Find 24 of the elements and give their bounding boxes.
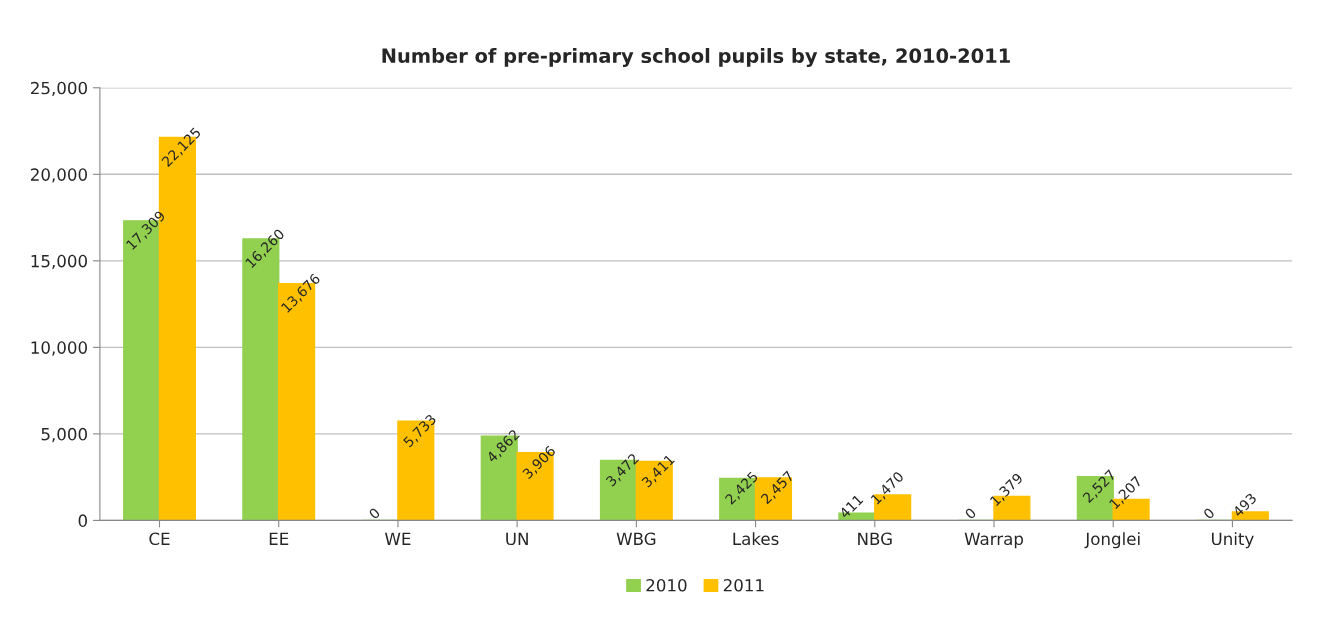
data-label: 493 (1232, 492, 1257, 518)
x-tick-label: Warrap (964, 532, 1024, 549)
x-tick-label: WBG (616, 532, 656, 546)
y-tick-label: 25,000 (31, 81, 87, 97)
y-tick-label: 20,000 (31, 168, 87, 183)
y-tick-label: 0 (78, 514, 87, 527)
x-tick-label: NBG (858, 532, 892, 546)
x-tick-label: WE (384, 532, 411, 545)
data-label: 411 (838, 494, 864, 519)
x-tick-label: UN (506, 532, 528, 546)
x-tick-label: Unity (1211, 532, 1254, 549)
data-label: 0 (368, 507, 381, 520)
x-tick-label: Lakes (733, 532, 779, 546)
chart-title: Number of pre-primary school pupils by state, 2010-2011 (382, 48, 1010, 67)
data-label: 0 (1202, 507, 1216, 520)
x-tick-label: CE (149, 532, 170, 546)
x-tick-label: EE (269, 532, 289, 545)
legend-label: 2011 (723, 578, 764, 592)
data-label: 0 (964, 507, 977, 520)
x-tick-label: Jonglei (1084, 532, 1140, 549)
legend-label: 2010 (646, 578, 687, 592)
y-tick-label: 10,000 (31, 341, 87, 356)
y-tick-label: 15,000 (31, 254, 87, 270)
y-tick-label: 5,000 (41, 427, 87, 443)
